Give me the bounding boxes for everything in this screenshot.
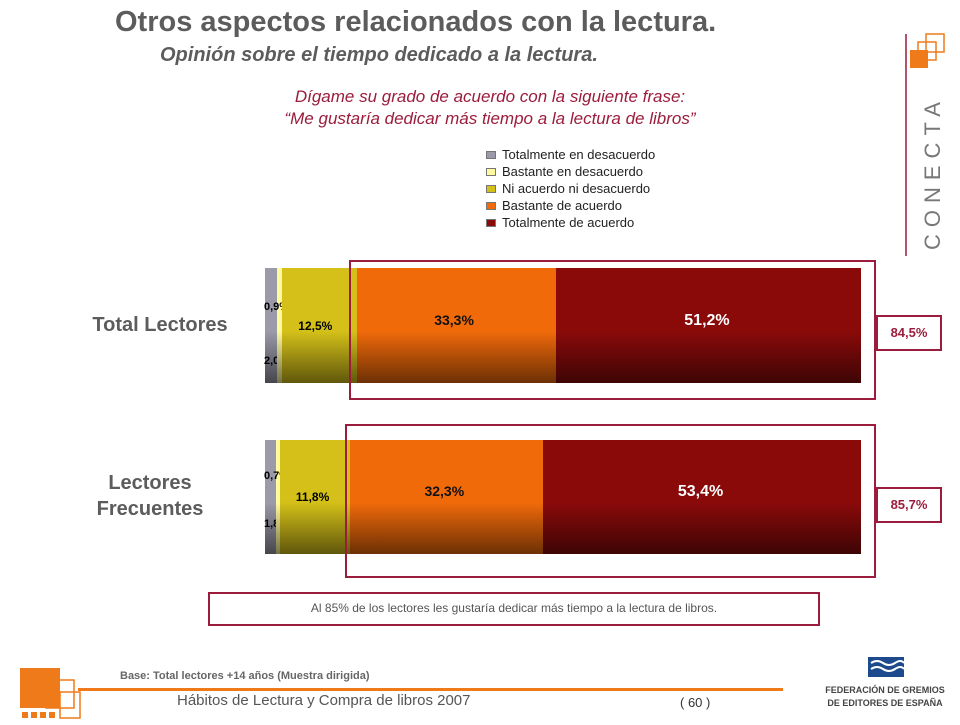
federation-logo xyxy=(868,657,908,679)
legend-label: Totalmente de acuerdo xyxy=(502,215,635,230)
legend-swatch xyxy=(486,150,496,159)
bar-segment xyxy=(542,440,861,554)
bar-value-label: 11,8% xyxy=(295,490,330,504)
bar-value-label: 51,2% xyxy=(684,311,730,329)
bar-segment xyxy=(276,268,283,383)
federation-line-2: DE EDITORES DE ESPAÑA xyxy=(827,698,943,708)
legend-item: Bastante de acuerdo xyxy=(486,197,655,214)
federation-name: FEDERACIÓN DE GREMIOS DE EDITORES DE ESP… xyxy=(820,684,950,710)
question-line-2: “Me gustaría dedicar más tiempo a la lec… xyxy=(284,109,696,128)
row-label-total-lectores: Total Lectores xyxy=(92,314,228,336)
legend-swatch xyxy=(486,167,496,176)
legend-item: Totalmente en desacuerdo xyxy=(486,146,655,163)
page-title: Otros aspectos relacionados con la lectu… xyxy=(115,6,717,38)
bar-value-label: 32,3% xyxy=(424,483,465,499)
bar-value-label: 12,5% xyxy=(298,318,333,333)
bar-segment xyxy=(282,268,357,383)
federation-line-1: FEDERACIÓN DE GREMIOS xyxy=(825,685,945,695)
row-label-lectores-frecuentes: Lectores Frecuentes xyxy=(95,470,205,522)
bar-segment xyxy=(279,440,351,554)
conecta-logo-text: CONECTA xyxy=(920,95,945,250)
corner-logo xyxy=(20,666,82,720)
conecta-logo-graphic: CONECTA xyxy=(905,33,945,256)
question-line-1: Dígame su grado de acuerdo con la siguie… xyxy=(294,87,686,106)
summary-note: Al 85% de los lectores les gustaría dedi… xyxy=(208,592,820,626)
footer-divider xyxy=(78,688,783,691)
row-label-line: Lectores xyxy=(108,472,192,494)
legend-label: Bastante de acuerdo xyxy=(502,198,622,213)
corner-logo-graphic xyxy=(20,668,81,719)
agreement-highlight-box-2 xyxy=(345,424,876,578)
agreement-highlight-box-1 xyxy=(349,260,876,400)
chart-legend: Totalmente en desacuerdo Bastante en desa… xyxy=(486,146,655,231)
legend-label: Totalmente en desacuerdo xyxy=(502,147,656,162)
bar-segment xyxy=(265,268,277,383)
legend-label: Ni acuerdo ni desacuerdo xyxy=(502,181,651,196)
agreement-total-callout-1: 84,5% xyxy=(876,315,942,351)
survey-question: Dígame su grado de acuerdo con la siguie… xyxy=(170,86,810,130)
bar-segment xyxy=(350,440,543,554)
bar-segment xyxy=(555,268,861,383)
legend-swatch xyxy=(486,201,496,210)
legend-swatch xyxy=(486,218,496,227)
legend-item: Bastante en desacuerdo xyxy=(486,163,655,180)
federation-logo-graphic xyxy=(868,657,905,677)
bar-segment xyxy=(275,440,280,554)
base-note: Base: Total lectores +14 años (Muestra d… xyxy=(120,670,370,682)
bar-value-label: 53,4% xyxy=(677,483,724,500)
bar-segment xyxy=(265,440,276,554)
page-subtitle: Opinión sobre el tiempo dedicado a la le… xyxy=(160,44,598,66)
bar-segment xyxy=(356,268,556,383)
study-name: Hábitos de Lectura y Compra de libros 20… xyxy=(177,692,471,709)
legend-item: Totalmente de acuerdo xyxy=(486,214,655,231)
conecta-logo: CONECTA xyxy=(896,28,952,256)
legend-item: Ni acuerdo ni desacuerdo xyxy=(486,180,655,197)
legend-swatch xyxy=(486,184,496,193)
row-label-line: Frecuentes xyxy=(96,498,204,520)
page-number: ( 60 ) xyxy=(680,695,711,710)
legend-label: Bastante en desacuerdo xyxy=(502,164,643,179)
bar-value-label: 33,3% xyxy=(434,311,474,328)
agreement-total-callout-2: 85,7% xyxy=(876,487,942,523)
